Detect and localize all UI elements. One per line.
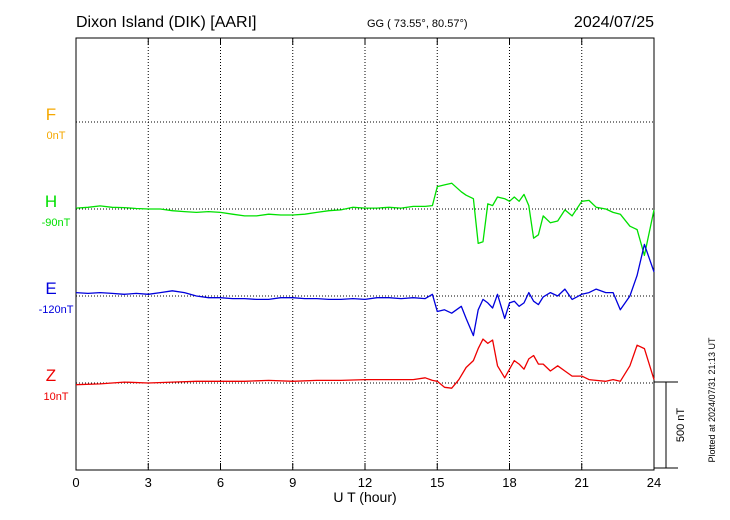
x-tick-label: 21 — [575, 475, 589, 490]
station-title: Dixon Island (DIK) [AARI] — [76, 14, 257, 31]
x-tick-label: 12 — [358, 475, 372, 490]
x-tick-label: 24 — [647, 475, 661, 490]
x-tick-label: 3 — [145, 475, 152, 490]
x-tick-label: 15 — [430, 475, 444, 490]
x-tick-label: 9 — [289, 475, 296, 490]
series-line-e — [75, 243, 655, 337]
series-traces — [75, 182, 655, 389]
series-name-f: F — [46, 105, 56, 124]
x-axis-label: U T (hour) — [333, 489, 396, 505]
x-tick-label: 0 — [72, 475, 79, 490]
series-line-z — [75, 338, 655, 389]
x-axis-ticks: 0 3 6 9 12 15 18 21 24 — [72, 38, 661, 490]
series-labels: F 0nT H -90nT E -120nT Z 10nT — [39, 105, 74, 403]
series-baseline-label-e: -120nT — [39, 304, 74, 316]
series-baseline-label-z: 10nT — [43, 391, 68, 403]
series-baseline-label-f: 0nT — [47, 130, 66, 142]
scale-bar-label: 500 nT — [675, 408, 687, 443]
chart-date: 2024/07/25 — [574, 14, 654, 31]
series-name-h: H — [45, 192, 57, 211]
x-tick-label: 6 — [217, 475, 224, 490]
plotted-timestamp: Plotted at 2024/07/31 21:13 UT — [707, 337, 717, 463]
series-line-h — [75, 182, 655, 257]
series-baseline-label-h: -90nT — [42, 217, 71, 229]
x-tick-label: 18 — [502, 475, 516, 490]
grid-lines — [76, 38, 654, 470]
station-coordinates: GG ( 73.55°, 80.57°) — [367, 18, 468, 30]
series-name-e: E — [45, 279, 56, 298]
series-name-z: Z — [46, 366, 56, 385]
